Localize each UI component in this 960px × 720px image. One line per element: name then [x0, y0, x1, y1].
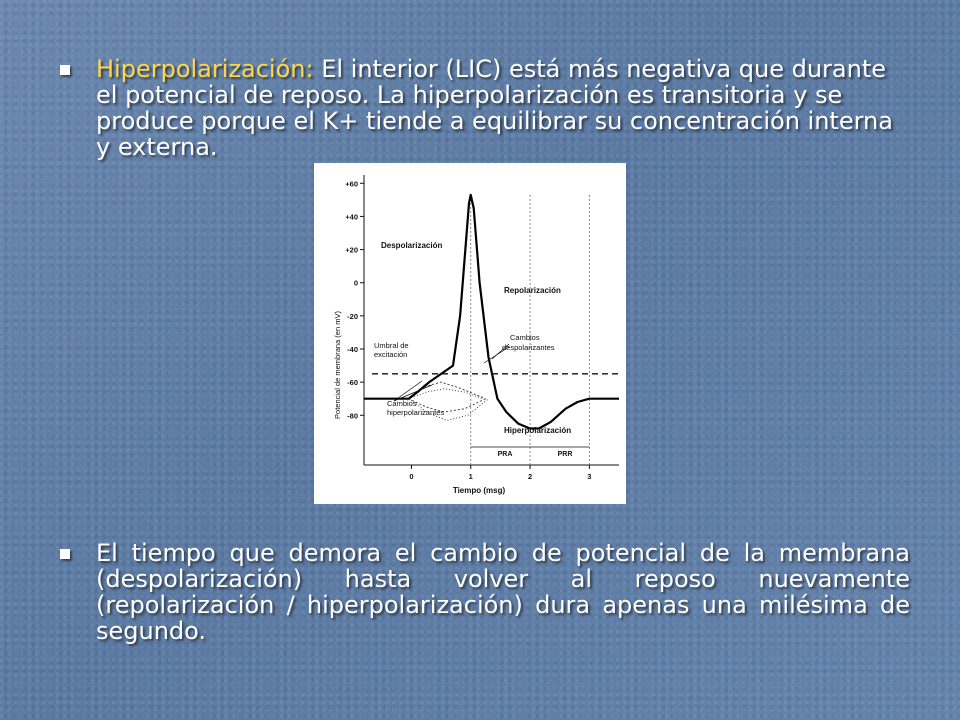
annotation-cambios-hiperpolarizantes-1: Cambios	[387, 399, 417, 408]
y-tick-label: +20	[345, 246, 358, 255]
x-tick-label: 2	[528, 472, 532, 481]
y-tick-label: -80	[347, 411, 358, 420]
x-tick-label: 1	[469, 472, 473, 481]
annotation-pointer	[393, 380, 423, 402]
x-tick-label: 3	[587, 472, 591, 481]
annotation-umbral-2: excitación	[374, 350, 407, 359]
annotation-umbral-1: Umbral de	[374, 341, 409, 350]
chart-svg: +60 +40 +20 0 -20 -40 -60 -80 0 1 2 3 Potencial de …	[333, 175, 619, 495]
annotation-cambios-despolarizantes-2: despolarizantes	[502, 343, 555, 352]
annotation-pointer	[491, 343, 510, 360]
annotation-repolarizacion: Repolarización	[504, 286, 561, 295]
annotation-pointer	[483, 346, 510, 364]
annotation-cambios-despolarizantes-1: Cambios	[510, 333, 540, 342]
annotation-cambios-hiperpolarizantes-2: hiperpolarizantes	[387, 408, 444, 417]
bullet-text: Hiperpolarización: El interior (LIC) est…	[96, 56, 910, 160]
y-tick-label: -60	[347, 378, 358, 387]
depolarizing-change-curve	[408, 388, 483, 400]
bullet-square-icon	[60, 65, 70, 75]
annotation-hiperpolarizacion: Hiperpolarización	[504, 426, 571, 435]
ylabel: Potencial de membrana (en mV)	[333, 311, 342, 419]
action-potential-chart: +60 +40 +20 0 -20 -40 -60 -80 0 1 2 3 Potencial de …	[314, 163, 626, 504]
bullet-tiempo: El tiempo que demora el cambio de potenc…	[60, 540, 910, 644]
annotation-pra: PRA	[498, 451, 513, 458]
action-potential-line	[364, 193, 619, 430]
y-tick-label: +40	[345, 212, 358, 221]
xlabel: Tiempo (msg)	[453, 486, 506, 495]
annotation-despolarizacion: Despolarización	[381, 241, 442, 250]
bullet-hiperpolarizacion: Hiperpolarización: El interior (LIC) est…	[60, 56, 910, 160]
y-tick-label: +60	[345, 179, 358, 188]
bullet-square-icon	[60, 549, 70, 559]
y-tick-label: -20	[347, 312, 358, 321]
keyword: Hiperpolarización:	[96, 55, 314, 83]
hyperpolarizing-change-curve	[408, 398, 486, 413]
y-tick-label: 0	[354, 279, 358, 288]
y-tick-label: -40	[347, 345, 358, 354]
bullet-text: El tiempo que demora el cambio de potenc…	[96, 539, 910, 645]
bullet-body: El interior (LIC) está más negativa que …	[96, 55, 893, 161]
x-tick-label: 0	[409, 472, 413, 481]
annotation-prr: PRR	[558, 451, 573, 458]
annotation-pointer	[393, 384, 433, 402]
